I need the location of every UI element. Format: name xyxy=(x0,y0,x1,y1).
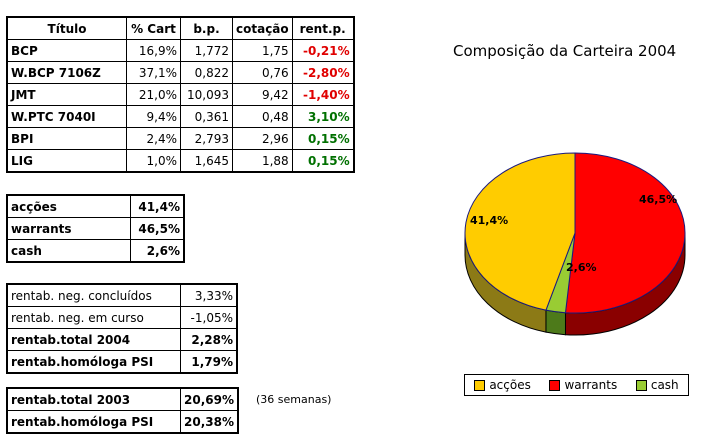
pie-side-cash xyxy=(545,309,566,336)
legend-item-warrants: warrants xyxy=(549,378,617,392)
holding-bp: 10,093 xyxy=(180,83,233,106)
holding-name: BPI xyxy=(6,127,127,150)
legend-item-cash: cash xyxy=(635,378,679,392)
table-row: LIG 1,0% 1,645 1,88 0,15% xyxy=(6,149,355,173)
pie-label-acções: 41,4% xyxy=(470,214,508,227)
return-value: 3,33% xyxy=(180,283,238,307)
pie-label-cash: 2,6% xyxy=(566,261,597,274)
return-label: rentab.total 2004 xyxy=(6,328,181,351)
return-value: -1,05% xyxy=(180,306,238,329)
returns-2003-table: rentab.total 2003 20,69% rentab.homóloga P… xyxy=(6,387,239,434)
holding-bp: 2,793 xyxy=(180,127,233,150)
holding-rent: 0,15% xyxy=(291,149,355,173)
holding-price: 1,88 xyxy=(232,149,293,173)
table-row: rentab.homóloga PSI 1,79% xyxy=(6,350,238,374)
table-row: JMT 21,0% 10,093 9,42 -1,40% xyxy=(6,83,355,106)
return-value: 2,28% xyxy=(180,328,238,351)
holding-price: 2,96 xyxy=(232,127,293,150)
holding-bp: 1,645 xyxy=(180,149,233,173)
return-2003-value: 20,69% xyxy=(179,387,239,411)
table-row: BPI 2,4% 2,793 2,96 0,15% xyxy=(6,127,355,150)
chart-title: Composição da Carteira 2004 xyxy=(453,42,677,60)
allocation-value: 2,6% xyxy=(130,239,185,263)
table-row: acções 41,4% xyxy=(6,194,185,218)
table-row: rentab.total 2004 2,28% xyxy=(6,328,238,351)
allocation-table: acções 41,4% warrants 46,5% cash 2,6% xyxy=(6,194,185,263)
legend-label: cash xyxy=(650,378,679,392)
weeks-note: (36 semanas) xyxy=(256,393,332,406)
holding-rent: -0,21% xyxy=(291,39,355,62)
allocation-value: 46,5% xyxy=(130,217,185,240)
table-row: rentab.total 2003 20,69% xyxy=(6,387,239,411)
table-row: cash 2,6% xyxy=(6,239,185,263)
pie-label-warrants: 46,5% xyxy=(639,193,677,206)
table-row: warrants 46,5% xyxy=(6,217,185,240)
legend-label: warrants xyxy=(564,378,618,392)
holding-price: 0,76 xyxy=(232,61,293,84)
return-2003-value: 20,38% xyxy=(179,410,239,434)
header-bp: b.p. xyxy=(180,16,233,40)
table-row: rentab. neg. concluídos 3,33% xyxy=(6,283,238,307)
returns-table: rentab. neg. concluídos 3,33% rentab. neg.… xyxy=(6,283,238,374)
header-rent-p: rent.p. xyxy=(291,16,355,40)
holdings-header-row: Título % Cart b.p. cotação rent.p. xyxy=(6,16,355,40)
holding-bp: 0,822 xyxy=(180,61,233,84)
holding-bp: 0,361 xyxy=(180,105,233,128)
return-value: 1,79% xyxy=(180,350,238,374)
return-label: rentab.homóloga PSI xyxy=(6,350,181,374)
holding-rent: 3,10% xyxy=(291,105,355,128)
header-pct-cart: % Cart xyxy=(126,16,181,40)
legend-label: acções xyxy=(489,378,531,392)
table-row: BCP 16,9% 1,772 1,75 -0,21% xyxy=(6,39,355,62)
holding-rent: 0,15% xyxy=(291,127,355,150)
holding-rent: -2,80% xyxy=(291,61,355,84)
allocation-label: warrants xyxy=(6,217,131,240)
return-label: rentab. neg. concluídos xyxy=(6,283,181,307)
holding-name: W.BCP 7106Z xyxy=(6,61,127,84)
legend-swatch xyxy=(549,379,561,391)
pie-slice-warrants xyxy=(564,152,686,314)
chart-legend: acções warrants cash xyxy=(464,374,689,396)
return-2003-label: rentab.total 2003 xyxy=(6,387,181,411)
allocation-value: 41,4% xyxy=(130,194,185,218)
table-row: rentab.homóloga PSI 20,38% xyxy=(6,410,239,434)
allocation-label: cash xyxy=(6,239,131,263)
legend-item-acções: acções xyxy=(474,378,531,392)
pie-slice-acções xyxy=(464,152,576,311)
table-row: W.PTC 7040I 9,4% 0,361 0,48 3,10% xyxy=(6,105,355,128)
table-row: W.BCP 7106Z 37,1% 0,822 0,76 -2,80% xyxy=(6,61,355,84)
legend-swatch xyxy=(635,379,647,391)
holdings-table: Título % Cart b.p. cotação rent.p. BCP 16… xyxy=(6,16,355,173)
holding-pct: 1,0% xyxy=(126,149,181,173)
legend-swatch xyxy=(474,379,486,391)
return-2003-label: rentab.homóloga PSI xyxy=(6,410,181,434)
holding-bp: 1,772 xyxy=(180,39,233,62)
